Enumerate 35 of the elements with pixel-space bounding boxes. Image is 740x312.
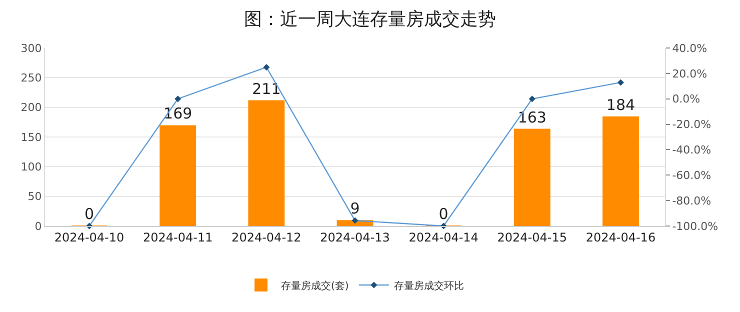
y2-tick-label: 0.0% bbox=[672, 92, 700, 106]
bar bbox=[160, 125, 196, 226]
y2-tick-label: -20.0% bbox=[672, 118, 712, 132]
legend-label: 存量房成交环比 bbox=[394, 280, 464, 292]
legend-label: 存量房成交(套) bbox=[281, 280, 349, 292]
y-tick-label: 150 bbox=[20, 130, 42, 144]
x-tick-label: 2024-04-11 bbox=[142, 230, 213, 244]
y-tick-label: 300 bbox=[20, 42, 42, 55]
chart-title: 图：近一周大连存量房成交走势 bbox=[244, 9, 496, 30]
x-tick-label: 2024-04-13 bbox=[320, 230, 390, 244]
x-tick-label: 2024-04-16 bbox=[586, 230, 656, 244]
data-label: 0 bbox=[438, 205, 448, 223]
bar bbox=[248, 100, 285, 226]
data-label: 0 bbox=[84, 205, 94, 223]
data-label: 211 bbox=[252, 80, 281, 98]
data-label: 9 bbox=[350, 200, 360, 218]
y2-tick-label: 20.0% bbox=[672, 67, 708, 80]
data-label: 163 bbox=[518, 108, 546, 126]
y2-tick-label: -60.0% bbox=[672, 168, 712, 182]
y2-tick-label: -40.0% bbox=[672, 144, 712, 157]
bar bbox=[514, 128, 550, 226]
x-tick-label: 2024-04-10 bbox=[54, 230, 124, 244]
x-tick-label: 2024-04-14 bbox=[408, 230, 478, 244]
y-tick-label: 100 bbox=[20, 160, 42, 174]
y2-tick-label: 40.0% bbox=[672, 42, 708, 55]
y-tick-label: 200 bbox=[20, 101, 42, 114]
y2-tick-label: -80.0% bbox=[672, 194, 712, 208]
x-tick-label: 2024-04-12 bbox=[232, 230, 302, 244]
y2-tick-label: -100.0% bbox=[672, 220, 718, 233]
y-tick-label: 0 bbox=[34, 220, 42, 233]
x-tick-label: 2024-04-15 bbox=[497, 230, 568, 244]
y-tick-label: 250 bbox=[20, 72, 42, 85]
data-label: 184 bbox=[606, 96, 636, 114]
bar bbox=[602, 116, 639, 226]
y-tick-label: 50 bbox=[28, 190, 42, 204]
